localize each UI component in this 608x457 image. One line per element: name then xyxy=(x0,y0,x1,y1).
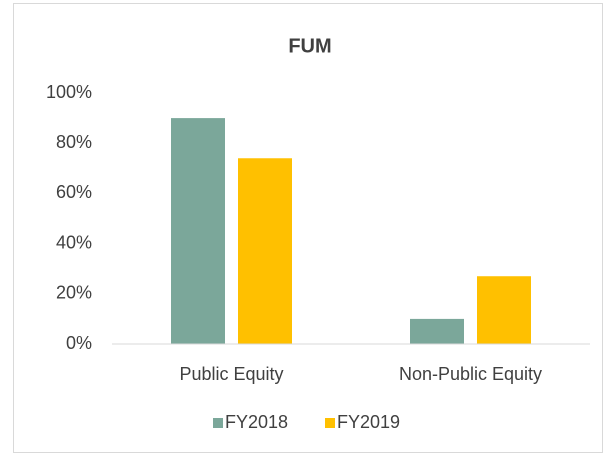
y-tick-label: 0% xyxy=(66,333,92,353)
legend-label: FY2018 xyxy=(225,412,288,432)
bar xyxy=(238,158,292,344)
y-tick-label: 80% xyxy=(56,132,92,152)
chart-frame xyxy=(13,3,603,453)
x-tick-label: Public Equity xyxy=(179,364,283,384)
y-tick-label: 60% xyxy=(56,182,92,202)
bar xyxy=(477,276,531,344)
y-tick-label: 40% xyxy=(56,232,92,252)
legend-label: FY2019 xyxy=(337,412,400,432)
bar xyxy=(410,318,464,344)
y-tick-label: 20% xyxy=(56,283,92,303)
x-tick-label: Non-Public Equity xyxy=(399,364,542,384)
legend-swatch xyxy=(325,418,335,428)
chart-title: FUM xyxy=(288,35,331,57)
bar xyxy=(171,118,225,344)
y-tick-label: 100% xyxy=(46,82,92,102)
legend-swatch xyxy=(213,418,223,428)
